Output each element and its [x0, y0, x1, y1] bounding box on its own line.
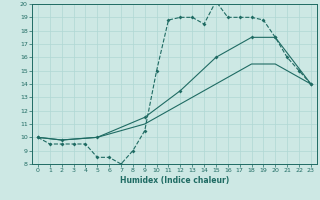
X-axis label: Humidex (Indice chaleur): Humidex (Indice chaleur) — [120, 176, 229, 185]
